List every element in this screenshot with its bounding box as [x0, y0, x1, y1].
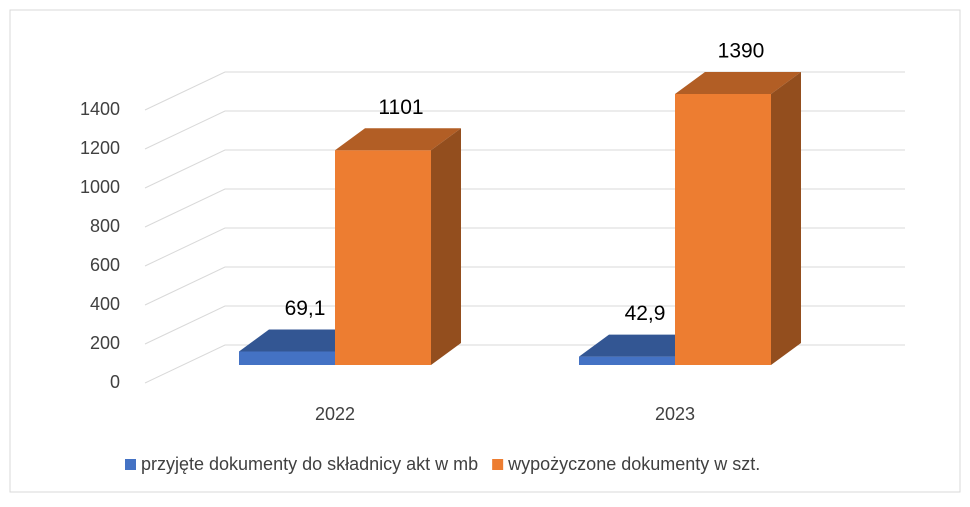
bar-front	[675, 93, 771, 365]
bar-top	[579, 334, 705, 357]
y-tick-label: 0	[110, 372, 120, 392]
bar-front	[239, 351, 335, 365]
y-tick-label: 1400	[80, 99, 120, 119]
y-tick-label: 400	[90, 294, 120, 314]
legend-swatch	[125, 459, 136, 470]
bar-side	[771, 71, 801, 365]
bar-front	[335, 150, 431, 365]
value-label: 1390	[718, 39, 765, 62]
y-tick-label: 1000	[80, 177, 120, 197]
bar-top	[239, 329, 365, 352]
bar-top	[675, 71, 801, 94]
y-tick-label: 800	[90, 216, 120, 236]
y-tick-label: 600	[90, 255, 120, 275]
bar-top	[335, 128, 461, 151]
y-tick-label: 200	[90, 333, 120, 353]
value-label: 1101	[378, 96, 423, 119]
value-label: 69,1	[285, 297, 326, 320]
legend-label: przyjęte dokumenty do składnicy akt w mb	[141, 454, 478, 474]
y-tick-label: 1200	[80, 138, 120, 158]
legend-label: wypożyczone dokumenty w szt.	[507, 454, 760, 474]
value-label: 42,9	[625, 302, 666, 325]
x-tick-label: 2022	[315, 404, 355, 424]
x-tick-label: 2023	[655, 404, 695, 424]
bar	[675, 71, 801, 365]
chart-border	[9, 9, 961, 493]
legend-swatch	[492, 459, 504, 470]
bar-front	[579, 356, 675, 365]
bar	[335, 128, 461, 365]
grid-line	[144, 71, 905, 111]
bar-side	[431, 128, 461, 365]
